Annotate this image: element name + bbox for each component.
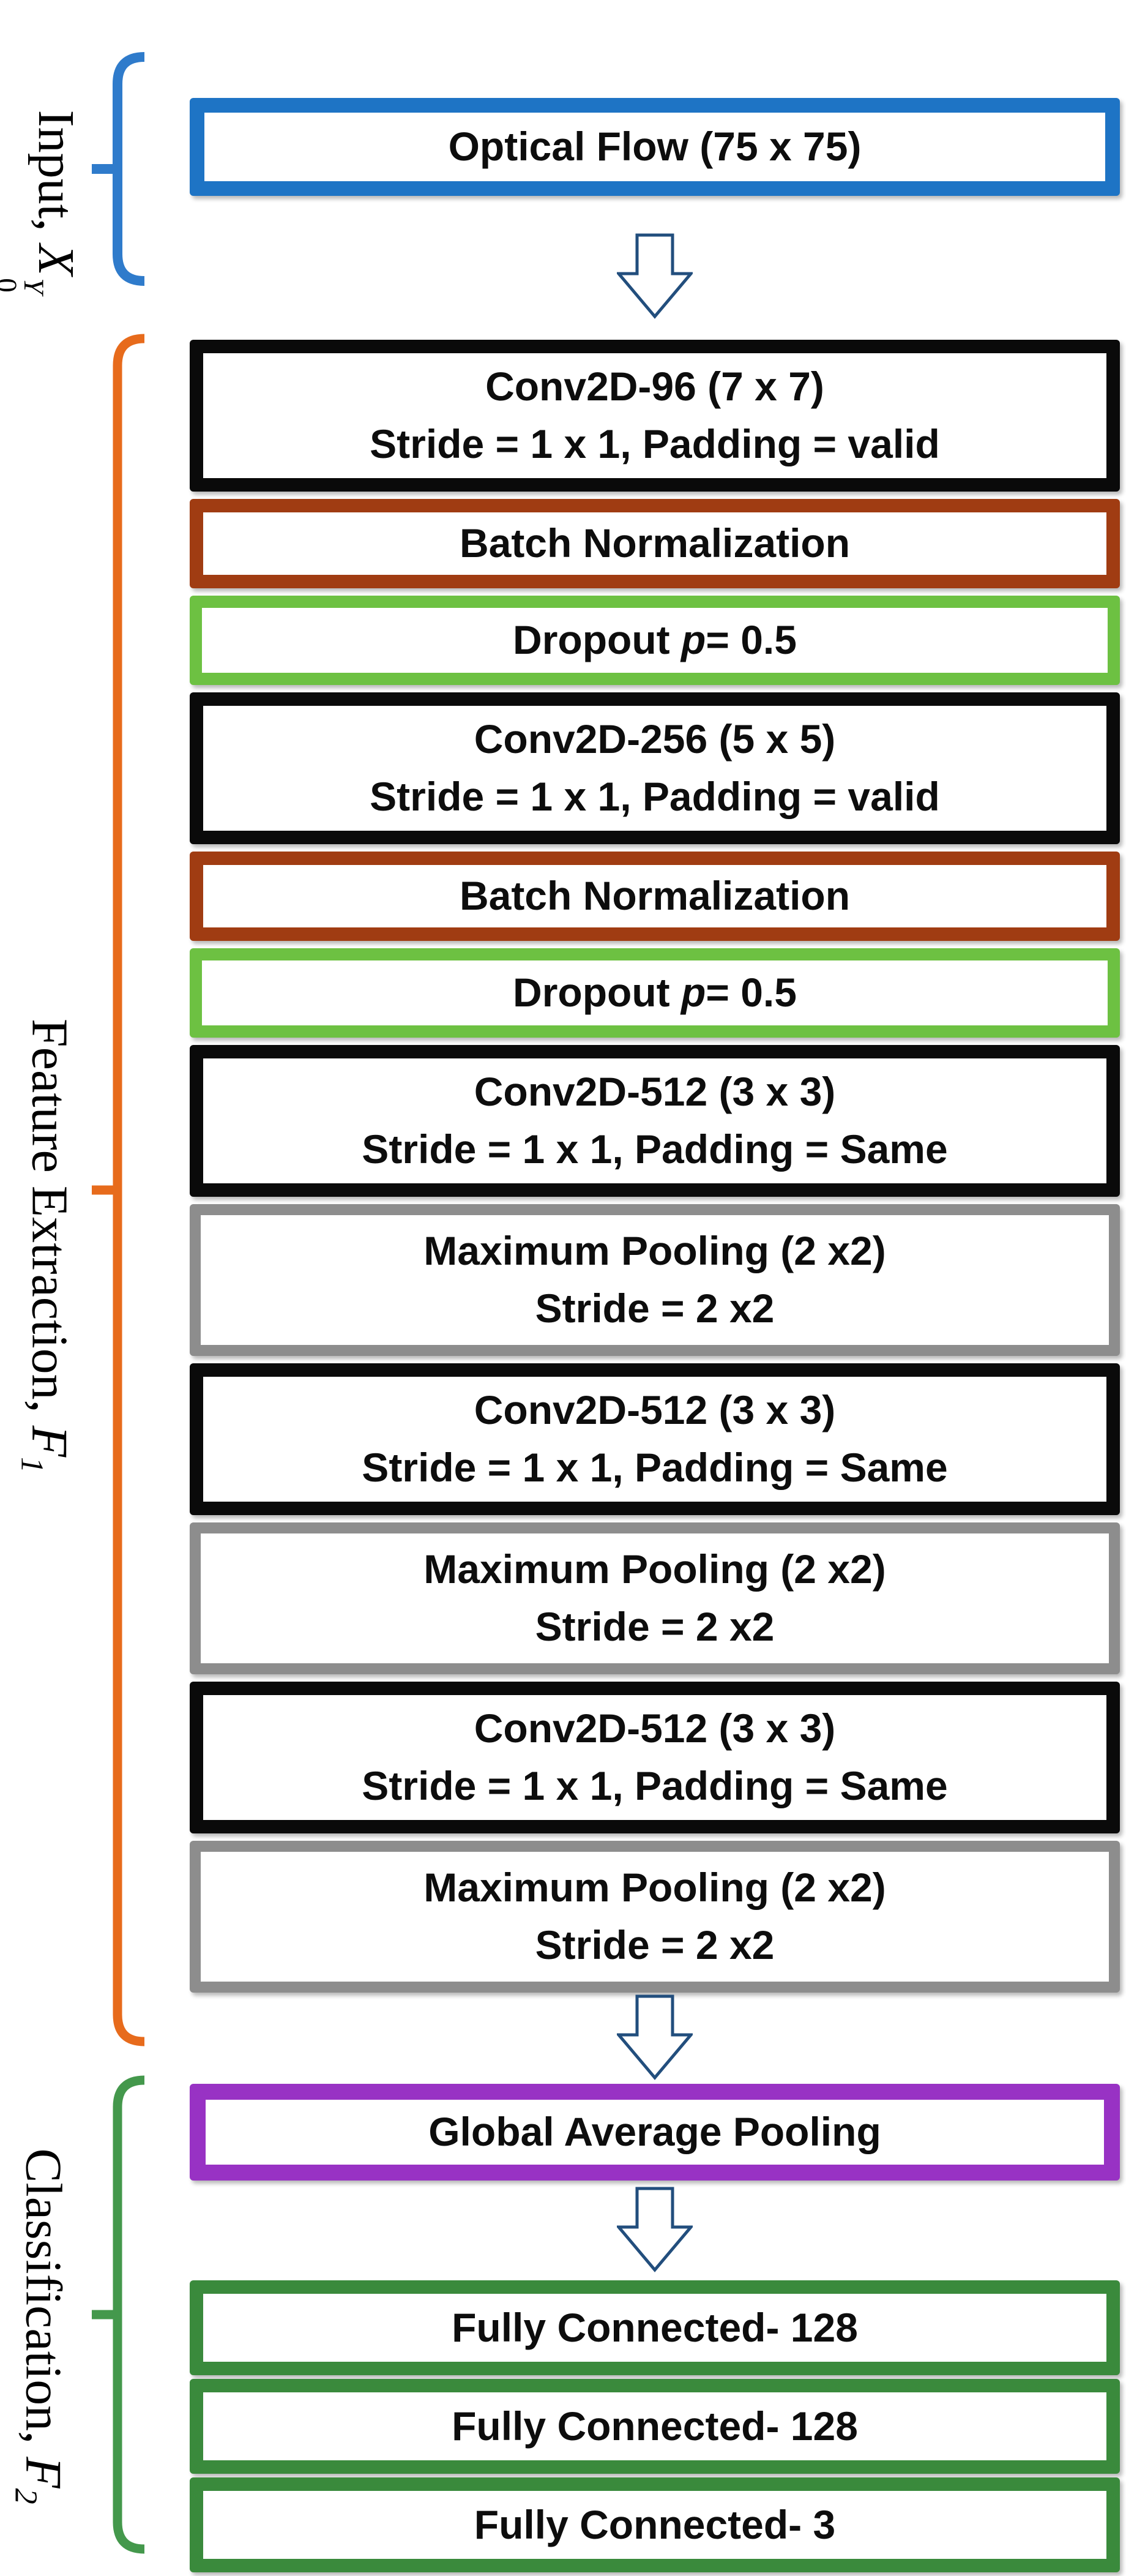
fully-connected-box-3: Fully Connected- 3 [190,2477,1120,2572]
conv2d-512-1-line2: Stride = 1 x 1, Padding = Same [362,1126,948,1172]
fully-connected-box-1: Fully Connected- 128 [190,2280,1120,2375]
input-label-sub: 0 [0,278,23,293]
classification-label: Classification, F2 [8,2148,73,2504]
conv2d-512-2-line2: Stride = 1 x 1, Padding = Same [362,1445,948,1490]
conv2d-512-box-1: Conv2D-512 (3 x 3) Stride = 1 x 1, Paddi… [190,1045,1120,1197]
batch-norm-box-1: Batch Normalization [190,499,1120,588]
max-pooling-1-line2: Stride = 2 x2 [535,1286,775,1331]
dropout-text-1-pre: Dropout [513,617,681,663]
conv2d-96-box: Conv2D-96 (7 x 7) Stride = 1 x 1, Paddin… [190,340,1120,492]
conv2d-512-3-line2: Stride = 1 x 1, Padding = Same [362,1763,948,1808]
dropout-text-2: Dropout p= 0.5 [513,964,797,1022]
feature-extraction-label-var: F [21,1425,78,1458]
feature-extraction-bracket [92,334,145,2046]
batch-norm-text-1: Batch Normalization [459,520,851,566]
feature-extraction-label-sub: 1 [14,1457,50,1473]
conv2d-512-2-line1: Conv2D-512 (3 x 3) [474,1387,836,1433]
max-pooling-3-line1: Maximum Pooling (2 x2) [423,1865,886,1911]
conv2d-512-3-line1: Conv2D-512 (3 x 3) [474,1705,836,1751]
input-label: Input, XY0 [0,110,86,294]
max-pooling-box-2: Maximum Pooling (2 x2) Stride = 2 x2 [190,1522,1120,1674]
conv2d-256-line1: Conv2D-256 (5 x 5) [474,716,836,762]
conv2d-96-line2: Stride = 1 x 1, Padding = valid [370,421,940,466]
max-pooling-3-line2: Stride = 2 x2 [535,1922,775,1968]
down-arrow-icon [617,1994,693,2080]
batch-norm-box-2: Batch Normalization [190,852,1120,941]
fully-connected-3-text: Fully Connected- 3 [474,2501,836,2547]
input-label-scripts: Y0 [0,278,50,294]
conv2d-256-line2: Stride = 1 x 1, Padding = valid [370,774,940,819]
global-average-pooling-box: Global Average Pooling [190,2084,1120,2181]
fully-connected-box-2: Fully Connected- 128 [190,2379,1120,2474]
dropout-text-1: Dropout p= 0.5 [513,612,797,669]
input-label-sup: Y [18,278,50,294]
feature-extraction-label: Feature Extraction, F1 [14,1019,80,1473]
dropout-text-2-pre: Dropout [513,970,681,1016]
max-pooling-2-line2: Stride = 2 x2 [535,1604,775,1649]
global-average-pooling-text: Global Average Pooling [428,2109,881,2155]
conv2d-96-line1: Conv2D-96 (7 x 7) [485,364,824,410]
input-label-var: X [27,244,84,276]
feature-extraction-label-text: Feature Extraction, [21,1018,78,1426]
conv2d-256-box: Conv2D-256 (5 x 5) Stride = 1 x 1, Paddi… [190,692,1120,844]
optical-flow-box: Optical Flow (75 x 75) [190,98,1120,196]
input-label-text: Input, [27,110,84,244]
conv2d-512-box-2: Conv2D-512 (3 x 3) Stride = 1 x 1, Paddi… [190,1363,1120,1515]
down-arrow-icon [617,2187,693,2272]
classification-bracket [92,2075,145,2554]
classification-label-text: Classification, [15,2148,72,2457]
max-pooling-box-3: Maximum Pooling (2 x2) Stride = 2 x2 [190,1841,1120,1993]
optical-flow-text: Optical Flow (75 x 75) [448,124,862,170]
input-bracket [92,52,145,286]
dropout-text-1-post: = 0.5 [706,617,797,663]
max-pooling-box-1: Maximum Pooling (2 x2) Stride = 2 x2 [190,1204,1120,1356]
conv2d-512-1-line1: Conv2D-512 (3 x 3) [474,1069,836,1115]
classification-label-sub: 2 [8,2488,43,2504]
fully-connected-2-text: Fully Connected- 128 [452,2403,858,2449]
dropout-box-1: Dropout p= 0.5 [190,596,1120,685]
dropout-box-2: Dropout p= 0.5 [190,948,1120,1038]
conv2d-512-box-3: Conv2D-512 (3 x 3) Stride = 1 x 1, Paddi… [190,1682,1120,1833]
down-arrow-icon [617,233,693,319]
classification-label-var: F [15,2457,72,2488]
max-pooling-1-line1: Maximum Pooling (2 x2) [423,1228,886,1274]
fully-connected-1-text: Fully Connected- 128 [452,2304,858,2350]
dropout-text-2-p: p [680,970,706,1016]
dropout-text-1-p: p [680,617,706,663]
dropout-text-2-post: = 0.5 [706,970,797,1016]
max-pooling-2-line1: Maximum Pooling (2 x2) [423,1546,886,1592]
batch-norm-text-2: Batch Normalization [459,873,851,919]
